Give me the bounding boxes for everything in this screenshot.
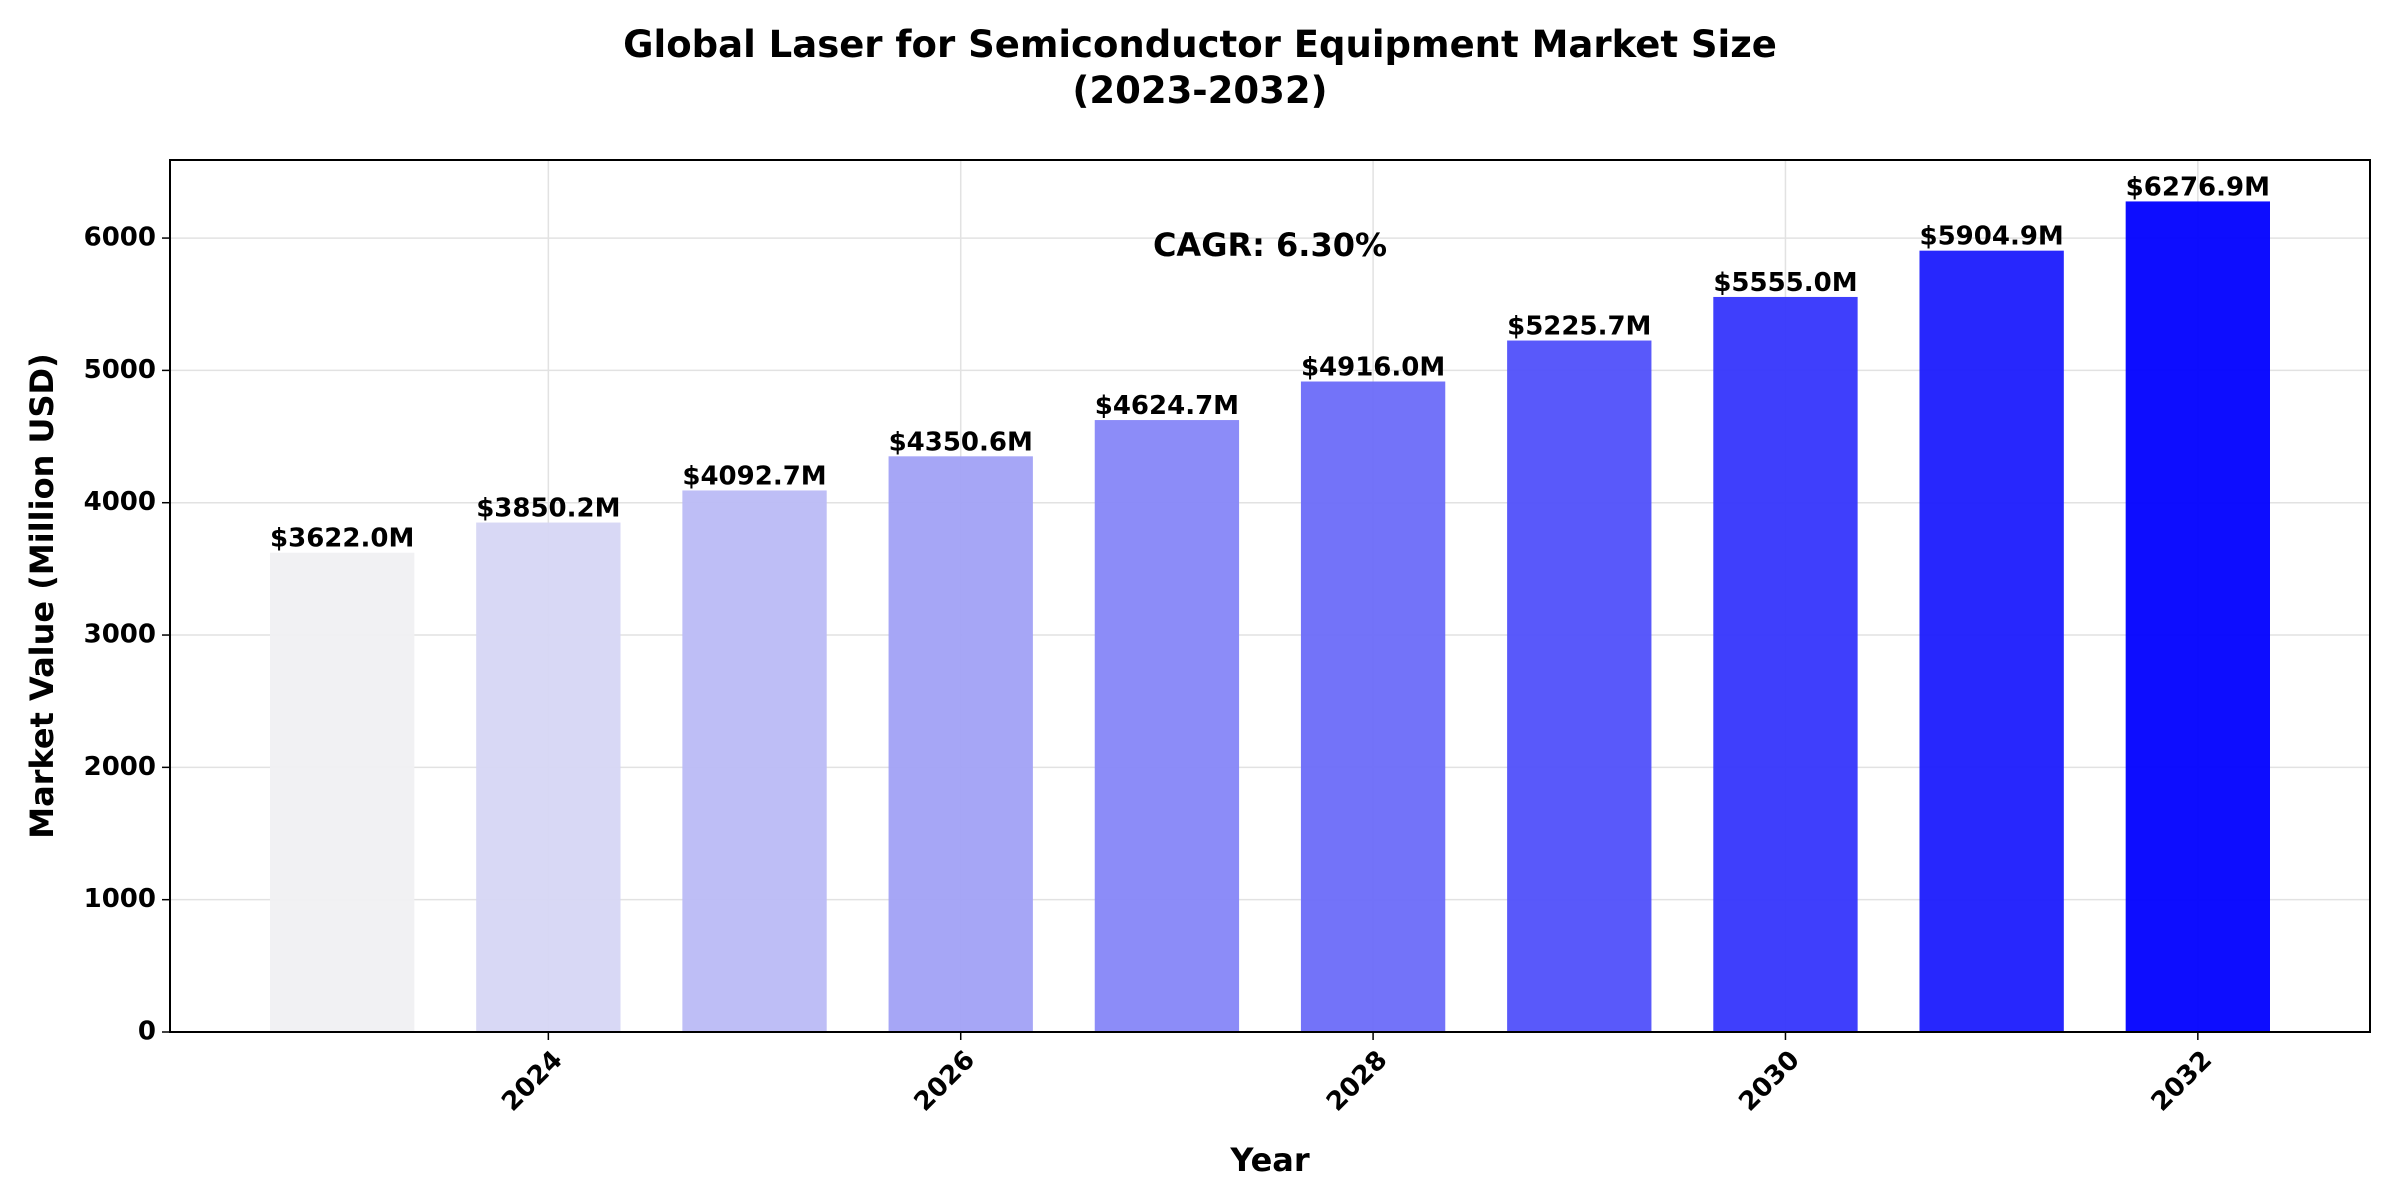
bar [1094,420,1240,1032]
x-tick-label: 2030 [1733,1045,1805,1117]
value-label: $5225.7M [1507,312,1651,342]
bar [476,522,621,1032]
value-label: $5555.0M [1713,268,1857,298]
bar [888,456,1033,1032]
value-label: $4624.7M [1095,391,1239,421]
bar [1713,296,1858,1032]
y-tick-label: 2000 [84,752,156,782]
chart-title: Global Laser for Semiconductor Equipment… [623,23,1777,112]
y-tick-label: 0 [138,1017,156,1047]
x-tick-label: 2028 [1321,1045,1393,1117]
x-axis-label: Year [1229,1141,1310,1179]
x-tick-label: 2032 [2146,1045,2218,1117]
bar [1919,250,2064,1033]
plot-frame [169,159,2371,1033]
value-label: $3850.2M [476,494,620,524]
value-label: $4350.6M [889,427,1033,457]
y-tick-label: 4000 [84,487,156,517]
y-axis-label: Market Value (Million USD) [23,353,61,838]
value-label: $5904.9M [1920,222,2064,252]
bar [2125,201,2270,1032]
bar [682,490,827,1032]
annotation: CAGR: 6.30% [1153,226,1387,264]
bar [1507,340,1652,1032]
x-tick-label: 2024 [496,1045,568,1117]
value-label: $3622.0M [270,524,414,554]
y-tick-label: 5000 [84,355,156,385]
y-tick-label: 3000 [84,620,156,650]
y-tick-label: 6000 [84,223,156,253]
bar [1300,381,1446,1032]
value-label: $6276.9M [2126,172,2270,202]
value-label: $4092.7M [682,461,826,491]
bar [270,552,415,1032]
y-tick-label: 1000 [84,884,156,914]
value-label: $4916.0M [1301,353,1445,383]
x-tick-label: 2026 [909,1045,981,1117]
